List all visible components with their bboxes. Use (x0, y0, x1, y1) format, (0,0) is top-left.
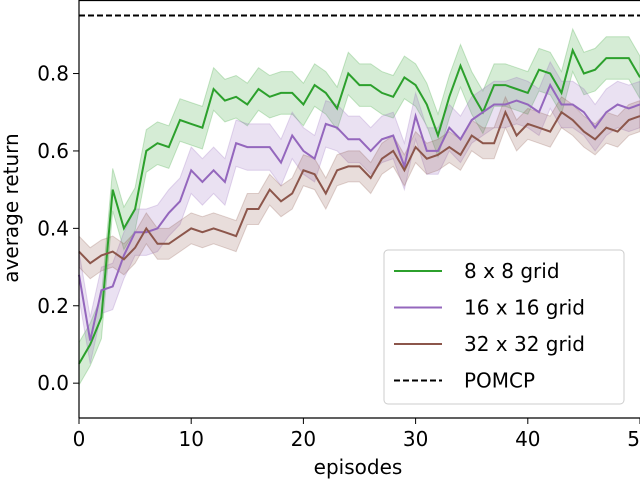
series-1-band (78, 60, 640, 364)
series-0-line (78, 47, 640, 365)
legend-box (383, 249, 625, 405)
series-1-line (78, 82, 640, 341)
legend-label: 8 x 8 grid (464, 259, 560, 283)
y-tick-label: 0.2 (37, 294, 69, 318)
series-0-band (78, 27, 640, 387)
series-2-band (78, 95, 640, 280)
series-2-line (78, 109, 640, 265)
y-tick-label: 0.0 (37, 371, 69, 395)
x-tick-label: 10 (178, 427, 203, 451)
axes: 0 10 20 30 40 50 0.0 0.2 0.4 0.6 0.8 (37, 0, 640, 451)
x-tick-label: 50 (627, 427, 640, 451)
y-tick-label: 0.6 (37, 139, 69, 163)
y-tick-label: 0.4 (37, 216, 69, 240)
x-tick-label: 40 (515, 427, 540, 451)
x-tick-label: 20 (291, 427, 316, 451)
y-tick-label: 0.8 (37, 62, 69, 86)
x-tick-label: 30 (403, 427, 428, 451)
legend-label: 16 x 16 grid (464, 296, 585, 320)
x-tick-label: 0 (73, 427, 86, 451)
x-axis-label: episodes (314, 455, 403, 479)
series-lines (78, 14, 640, 365)
legend-label: 32 x 32 grid (464, 332, 585, 356)
y-axis-label: average return (0, 133, 23, 282)
confidence-bands (78, 27, 640, 387)
legend-label: POMCP (464, 369, 535, 393)
legend: 8 x 8 grid 16 x 16 grid 32 x 32 grid POMCP (383, 249, 625, 405)
